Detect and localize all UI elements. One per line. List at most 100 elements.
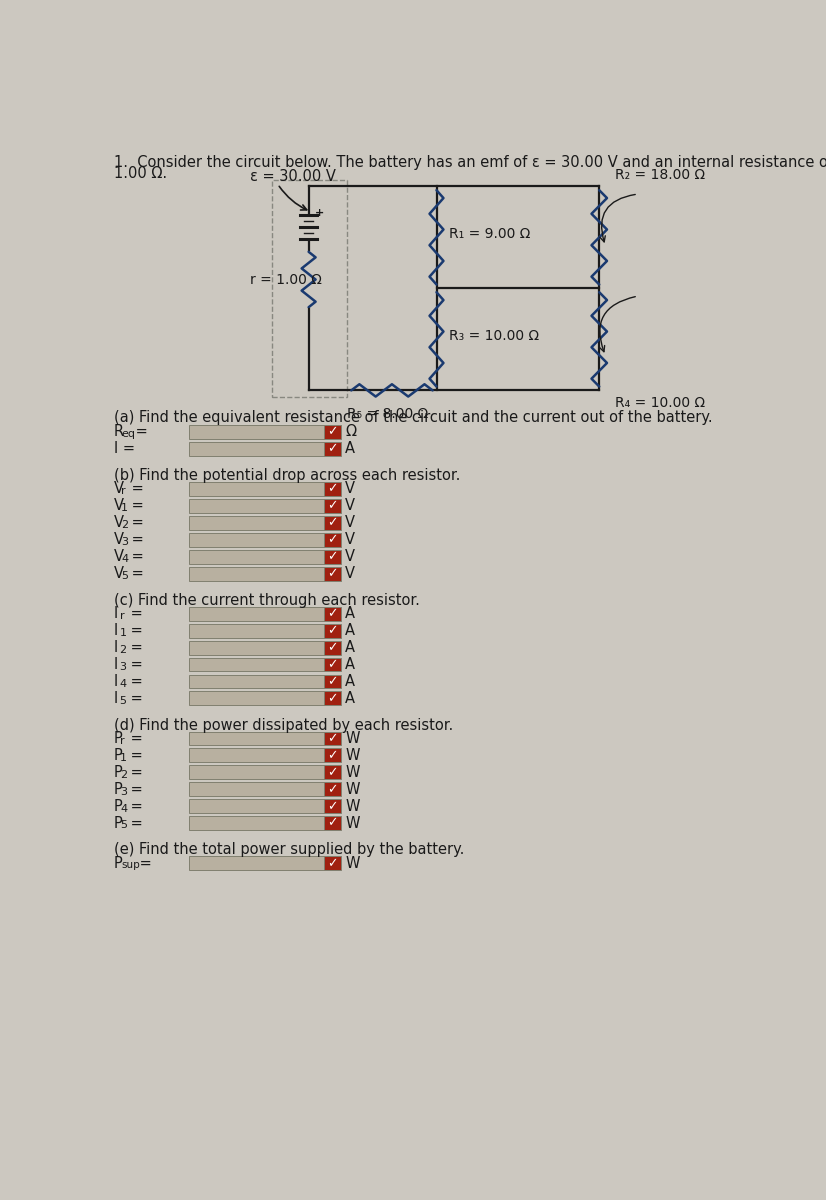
Text: =: = (126, 799, 143, 814)
Text: P: P (114, 816, 123, 830)
Bar (324, 482, 341, 496)
Bar (188, 607, 324, 620)
Text: 1: 1 (121, 752, 127, 763)
Text: W: W (345, 748, 359, 763)
Text: =: = (126, 658, 142, 672)
Bar (273, 180, 348, 396)
Text: (c) Find the current through each resistor.: (c) Find the current through each resist… (114, 593, 420, 608)
Text: =: = (126, 691, 142, 706)
Text: =: = (126, 640, 142, 655)
Text: r: r (120, 611, 124, 622)
Text: 2: 2 (120, 644, 126, 655)
Text: ✓: ✓ (327, 857, 338, 870)
Text: W: W (345, 799, 359, 814)
Bar (188, 442, 324, 456)
Bar (188, 482, 324, 496)
Text: ✓: ✓ (327, 641, 338, 654)
Text: (d) Find the power dissipated by each resistor.: (d) Find the power dissipated by each re… (114, 718, 453, 733)
Text: V: V (345, 550, 355, 564)
Text: ✓: ✓ (327, 732, 338, 745)
Text: 1.  Consider the circuit below. The battery has an emf of ε = 30.00 V and an int: 1. Consider the circuit below. The batte… (114, 155, 826, 169)
Bar (188, 799, 324, 814)
Bar (324, 674, 341, 689)
Bar (324, 732, 341, 745)
Bar (188, 732, 324, 745)
Text: P: P (114, 731, 123, 746)
Text: Ω: Ω (345, 425, 356, 439)
Bar (324, 566, 341, 581)
Text: R₄ = 10.00 Ω: R₄ = 10.00 Ω (615, 396, 705, 410)
Bar (188, 658, 324, 672)
Text: =: = (127, 533, 144, 547)
Text: I: I (114, 691, 118, 706)
Bar (188, 691, 324, 706)
Bar (188, 749, 324, 762)
Bar (324, 799, 341, 814)
Bar (324, 550, 341, 564)
Text: V: V (114, 533, 124, 547)
Text: =: = (131, 425, 148, 439)
Text: =: = (126, 606, 142, 622)
Bar (188, 857, 324, 870)
Text: =: = (127, 515, 144, 530)
Text: P: P (114, 781, 123, 797)
Text: =: = (126, 764, 143, 780)
Bar (324, 607, 341, 620)
Text: =: = (126, 623, 142, 638)
Text: 2: 2 (121, 769, 127, 780)
Text: A: A (345, 606, 355, 622)
Text: =: = (126, 731, 143, 746)
Text: ε = 30.00 V: ε = 30.00 V (250, 169, 336, 184)
Text: V: V (345, 498, 355, 514)
Bar (324, 425, 341, 439)
Text: 1: 1 (121, 503, 128, 514)
Text: R: R (114, 425, 124, 439)
Text: V: V (114, 566, 124, 581)
Text: R₂ = 18.00 Ω: R₂ = 18.00 Ω (615, 168, 705, 181)
Text: ✓: ✓ (327, 443, 338, 456)
Text: V: V (345, 533, 355, 547)
Bar (188, 816, 324, 830)
Text: ✓: ✓ (327, 799, 338, 812)
Text: P: P (114, 799, 123, 814)
Bar (324, 691, 341, 706)
Text: W: W (345, 856, 359, 871)
Bar (324, 857, 341, 870)
Bar (324, 749, 341, 762)
Bar (324, 816, 341, 830)
Text: ✓: ✓ (327, 766, 338, 779)
Text: =: = (127, 498, 144, 514)
Bar (188, 766, 324, 779)
Text: ✓: ✓ (327, 499, 338, 512)
Text: ✓: ✓ (327, 482, 338, 496)
Text: R₅ = 8.00 Ω: R₅ = 8.00 Ω (348, 407, 429, 421)
Text: P: P (114, 856, 123, 871)
Text: A: A (345, 691, 355, 706)
Text: 4: 4 (121, 804, 127, 814)
Text: ✓: ✓ (327, 658, 338, 671)
Text: V: V (345, 515, 355, 530)
Text: sup: sup (121, 860, 140, 870)
Text: A: A (345, 658, 355, 672)
Text: =: = (127, 481, 144, 497)
Text: (a) Find the equivalent resistance of the circuit and the current out of the bat: (a) Find the equivalent resistance of th… (114, 409, 713, 425)
Text: R₁ = 9.00 Ω: R₁ = 9.00 Ω (449, 227, 530, 240)
Text: (e) Find the total power supplied by the battery.: (e) Find the total power supplied by the… (114, 842, 464, 857)
Text: =: = (126, 748, 143, 763)
Text: 4: 4 (121, 554, 128, 564)
Bar (188, 566, 324, 581)
Text: V: V (114, 498, 124, 514)
Text: ✓: ✓ (327, 782, 338, 796)
Text: A: A (345, 674, 355, 689)
Text: A: A (345, 623, 355, 638)
Text: ✓: ✓ (327, 426, 338, 438)
Bar (324, 624, 341, 637)
Text: W: W (345, 764, 359, 780)
Text: 1: 1 (120, 628, 126, 638)
Bar (188, 533, 324, 547)
Text: I: I (114, 623, 118, 638)
Bar (188, 641, 324, 654)
Text: ✓: ✓ (327, 551, 338, 563)
Text: V: V (114, 550, 124, 564)
Text: =: = (135, 856, 152, 871)
